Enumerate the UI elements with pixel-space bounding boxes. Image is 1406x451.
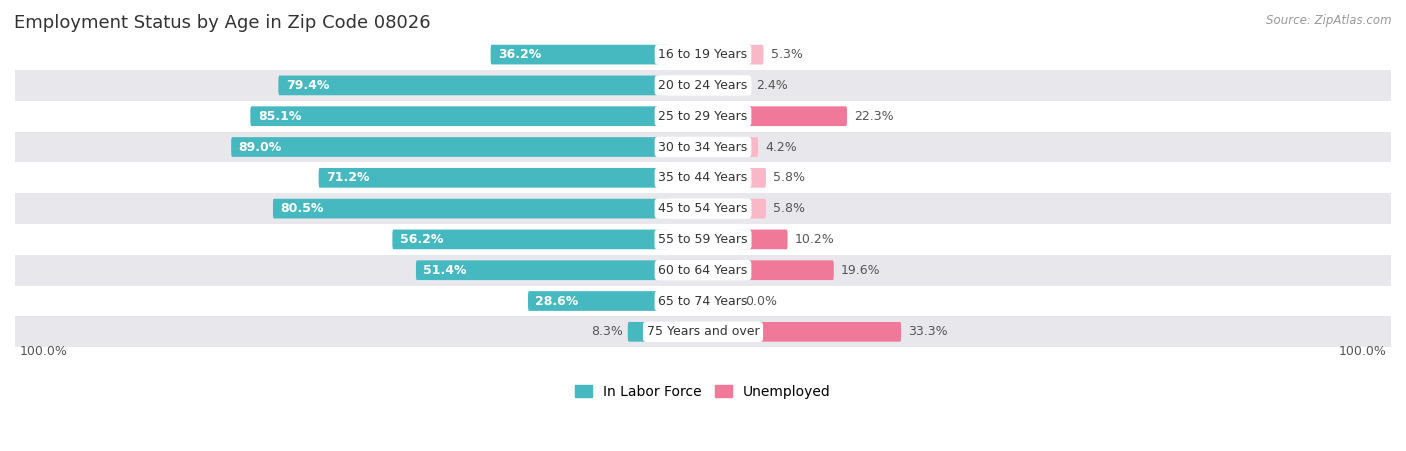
Text: 55 to 59 Years: 55 to 59 Years <box>658 233 748 246</box>
Text: Employment Status by Age in Zip Code 08026: Employment Status by Age in Zip Code 080… <box>14 14 430 32</box>
Text: 16 to 19 Years: 16 to 19 Years <box>658 48 748 61</box>
FancyBboxPatch shape <box>627 322 669 342</box>
Text: 51.4%: 51.4% <box>423 264 467 277</box>
Text: 33.3%: 33.3% <box>908 325 948 338</box>
FancyBboxPatch shape <box>737 137 758 157</box>
Bar <box>15 193 1406 224</box>
FancyBboxPatch shape <box>737 168 766 188</box>
Text: 5.8%: 5.8% <box>773 202 806 215</box>
Text: 2.4%: 2.4% <box>756 79 789 92</box>
Bar <box>15 70 1406 101</box>
Text: 71.2%: 71.2% <box>326 171 370 184</box>
Text: 75 Years and over: 75 Years and over <box>647 325 759 338</box>
Bar <box>15 224 1406 255</box>
Text: 100.0%: 100.0% <box>20 345 67 359</box>
Text: 19.6%: 19.6% <box>841 264 880 277</box>
Legend: In Labor Force, Unemployed: In Labor Force, Unemployed <box>569 379 837 404</box>
Text: 100.0%: 100.0% <box>1339 345 1386 359</box>
Text: 56.2%: 56.2% <box>399 233 443 246</box>
Text: 10.2%: 10.2% <box>794 233 835 246</box>
Bar <box>15 162 1406 193</box>
Text: 85.1%: 85.1% <box>257 110 301 123</box>
Text: 80.5%: 80.5% <box>280 202 323 215</box>
Text: 60 to 64 Years: 60 to 64 Years <box>658 264 748 277</box>
Bar <box>15 317 1406 347</box>
Text: 36.2%: 36.2% <box>498 48 541 61</box>
Text: 22.3%: 22.3% <box>855 110 894 123</box>
Bar <box>15 285 1406 317</box>
FancyBboxPatch shape <box>278 76 669 95</box>
FancyBboxPatch shape <box>250 106 669 126</box>
Text: 0.0%: 0.0% <box>745 295 776 308</box>
FancyBboxPatch shape <box>529 291 669 311</box>
Text: 89.0%: 89.0% <box>239 141 281 153</box>
Text: 4.2%: 4.2% <box>765 141 797 153</box>
Text: 65 to 74 Years: 65 to 74 Years <box>658 295 748 308</box>
FancyBboxPatch shape <box>319 168 669 188</box>
Bar <box>15 255 1406 285</box>
FancyBboxPatch shape <box>737 260 834 280</box>
FancyBboxPatch shape <box>416 260 669 280</box>
FancyBboxPatch shape <box>737 322 901 342</box>
Text: 45 to 54 Years: 45 to 54 Years <box>658 202 748 215</box>
Text: 5.3%: 5.3% <box>770 48 803 61</box>
Text: 35 to 44 Years: 35 to 44 Years <box>658 171 748 184</box>
Text: 30 to 34 Years: 30 to 34 Years <box>658 141 748 153</box>
Bar <box>15 39 1406 70</box>
FancyBboxPatch shape <box>737 199 766 218</box>
Text: 20 to 24 Years: 20 to 24 Years <box>658 79 748 92</box>
FancyBboxPatch shape <box>737 230 787 249</box>
Bar <box>15 101 1406 132</box>
Text: Source: ZipAtlas.com: Source: ZipAtlas.com <box>1267 14 1392 27</box>
FancyBboxPatch shape <box>273 199 669 218</box>
FancyBboxPatch shape <box>737 76 749 95</box>
FancyBboxPatch shape <box>491 45 669 64</box>
Text: 79.4%: 79.4% <box>285 79 329 92</box>
Text: 5.8%: 5.8% <box>773 171 806 184</box>
FancyBboxPatch shape <box>737 45 763 64</box>
FancyBboxPatch shape <box>231 137 669 157</box>
Bar <box>15 132 1406 162</box>
Text: 25 to 29 Years: 25 to 29 Years <box>658 110 748 123</box>
Text: 28.6%: 28.6% <box>536 295 579 308</box>
Text: 8.3%: 8.3% <box>591 325 623 338</box>
FancyBboxPatch shape <box>737 106 846 126</box>
FancyBboxPatch shape <box>392 230 669 249</box>
